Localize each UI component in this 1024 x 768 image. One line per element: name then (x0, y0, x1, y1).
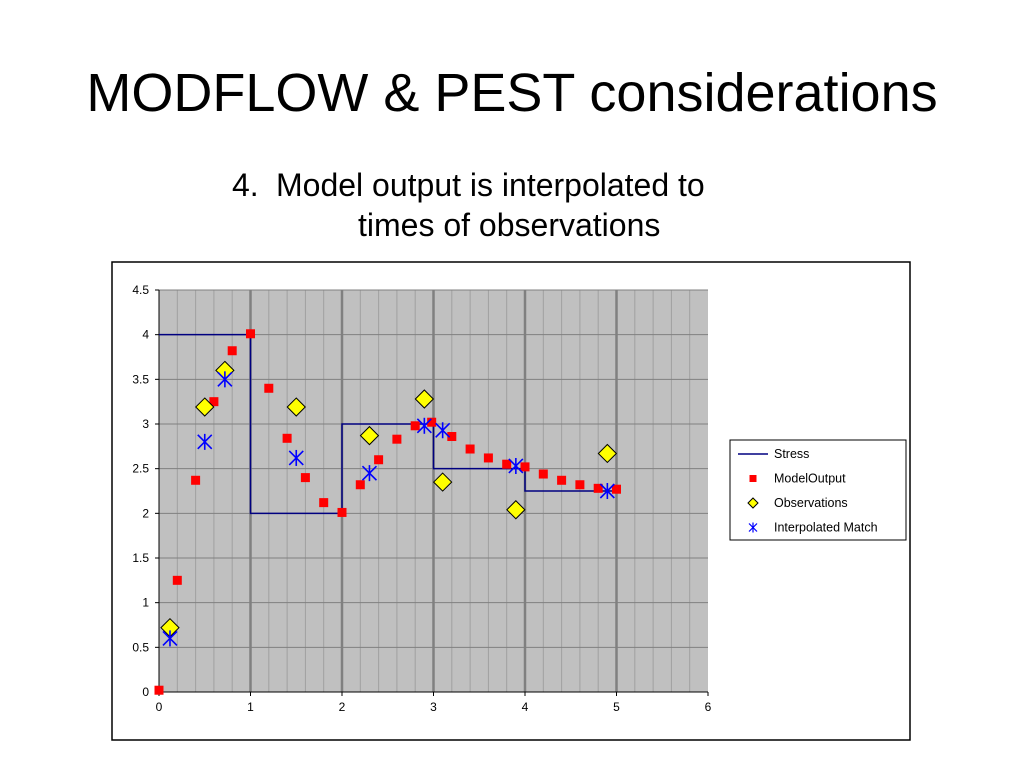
data-point-modeloutput (319, 498, 329, 508)
data-point-modeloutput (154, 685, 164, 695)
data-point-modeloutput (593, 483, 603, 493)
y-tick-label: 2.5 (132, 462, 149, 476)
data-point-modeloutput (191, 475, 201, 485)
data-point-interpolated-match (217, 371, 233, 388)
data-point-interpolated-match (162, 630, 178, 647)
x-tick-label: 5 (613, 700, 620, 714)
legend-label: Stress (774, 447, 809, 461)
x-tick-label: 2 (339, 700, 346, 714)
data-point-interpolated-match (197, 433, 213, 450)
series-line-stress (159, 333, 617, 515)
data-point-modeloutput (264, 383, 274, 393)
data-point-modeloutput (575, 480, 585, 490)
legend-label: ModelOutput (774, 472, 846, 486)
legend-label: Observations (774, 496, 848, 510)
series-layer (154, 329, 621, 695)
y-tick-label: 0.5 (132, 640, 149, 654)
data-point-interpolated-match (288, 449, 304, 466)
bullet-point: 4. Model output is interpolated to times … (232, 165, 705, 245)
data-point-modeloutput (172, 575, 182, 585)
data-point-observations (597, 443, 618, 464)
data-point-modeloutput (502, 459, 512, 469)
slide-title: MODFLOW & PEST considerations (86, 63, 938, 123)
y-tick-label: 0 (142, 685, 149, 699)
data-point-modeloutput (227, 346, 237, 356)
data-point-modeloutput (374, 455, 384, 465)
data-point-observations (414, 389, 435, 409)
y-tick-label: 4.5 (132, 283, 149, 297)
data-point-interpolated-match (416, 417, 432, 434)
legend-swatch-interpolated-match (748, 522, 758, 533)
legend: Stress ModelOutput Observations Interpolate… (729, 439, 907, 541)
x-tick-label: 3 (430, 700, 437, 714)
data-point-modeloutput (465, 444, 475, 454)
data-point-modeloutput (483, 453, 493, 463)
y-tick-label: 4 (142, 328, 149, 342)
data-point-interpolated-match (435, 422, 451, 439)
bullet-text-line1: Model output is interpolated to (276, 167, 705, 203)
data-point-interpolated-match (508, 457, 524, 474)
data-point-modeloutput (427, 417, 437, 427)
y-tick-label: 3 (142, 417, 149, 431)
data-point-modeloutput (557, 475, 567, 485)
bullet-text-line2: times of observations (358, 207, 661, 243)
data-point-modeloutput (246, 329, 255, 339)
data-point-modeloutput (410, 421, 420, 431)
y-tick-label: 3.5 (132, 372, 149, 386)
data-point-modeloutput (355, 480, 365, 490)
x-tick-label: 4 (522, 700, 529, 714)
y-tick-label: 1.5 (132, 551, 149, 565)
data-point-modeloutput (392, 434, 402, 444)
legend-box (729, 439, 907, 541)
data-point-modeloutput (337, 507, 347, 517)
data-point-observations (286, 397, 306, 417)
legend-swatch-observations (747, 497, 759, 509)
data-point-modeloutput (447, 432, 457, 442)
data-point-modeloutput (612, 484, 621, 494)
bullet-number: 4. (232, 167, 259, 203)
data-point-modeloutput (300, 473, 310, 483)
data-point-modeloutput (538, 469, 548, 479)
data-point-observations (195, 397, 215, 417)
data-point-interpolated-match (361, 465, 378, 482)
legend-label: Interpolated Match (774, 521, 878, 535)
data-point-observations (506, 500, 526, 520)
data-point-observations (359, 425, 380, 446)
y-tick-label: 2 (142, 506, 149, 520)
data-point-modeloutput (209, 397, 219, 407)
data-point-observations (432, 472, 453, 492)
x-tick-label: 0 (156, 700, 163, 714)
data-point-modeloutput (282, 433, 292, 443)
legend-swatch-modeloutput (749, 475, 757, 482)
x-tick-label: 1 (247, 700, 254, 714)
tick-labels: 0 0.5 1 1.5 2 2.5 3 3.5 4 4.5 0 1 2 3 4 5 6 (132, 283, 711, 714)
data-point-modeloutput (520, 462, 530, 472)
data-point-interpolated-match (599, 483, 615, 499)
y-tick-label: 1 (142, 596, 149, 610)
x-tick-label: 6 (705, 700, 712, 714)
